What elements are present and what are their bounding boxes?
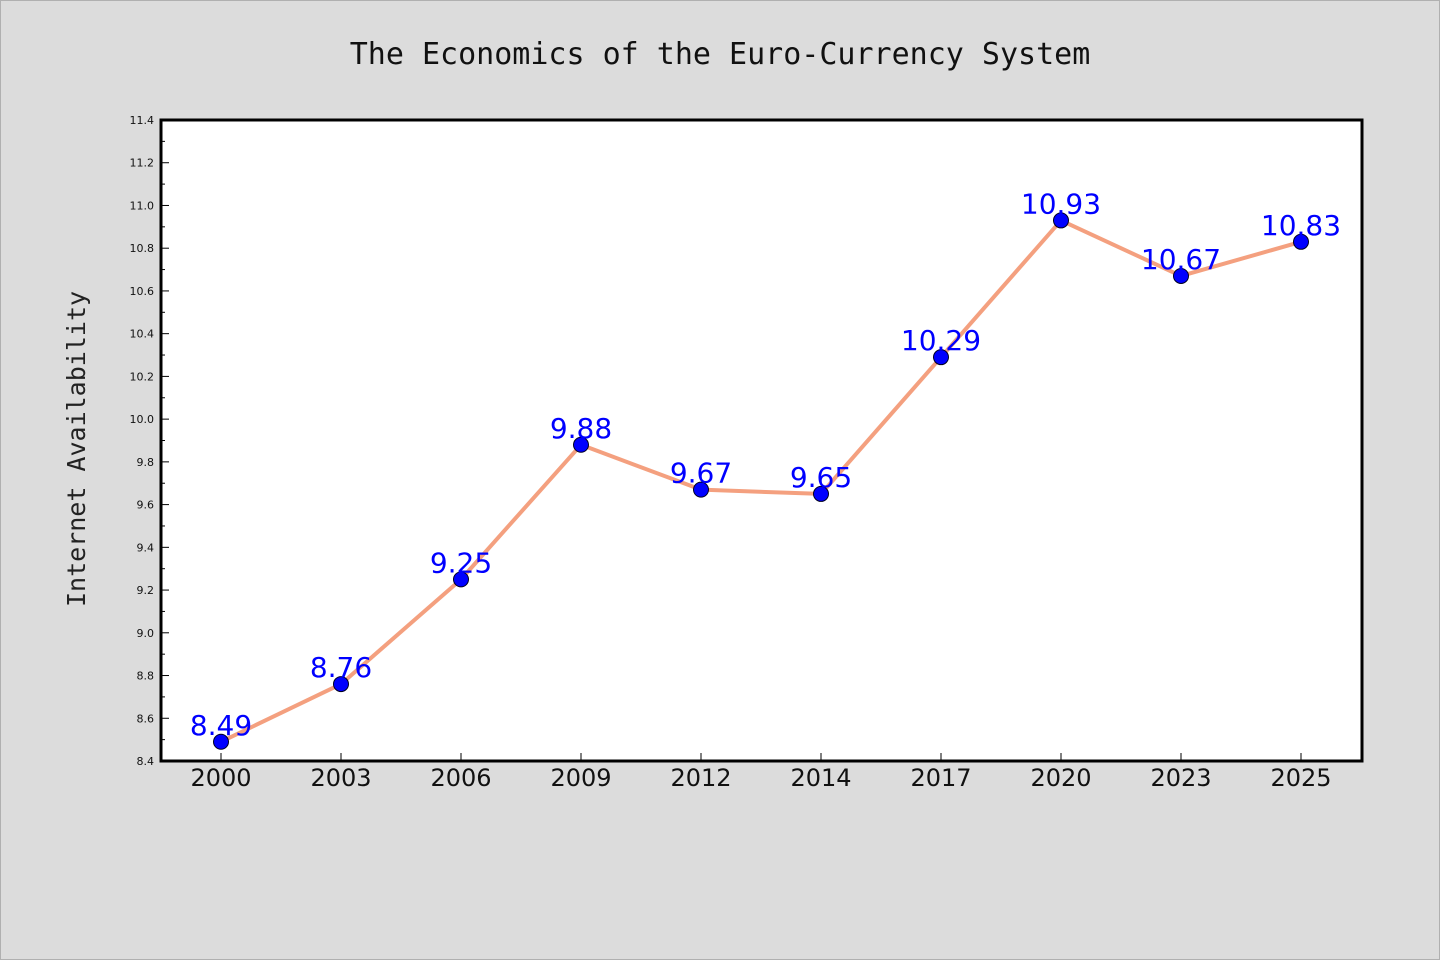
y-tick-label: 9.6 — [137, 499, 155, 512]
data-label: 9.25 — [430, 546, 492, 579]
y-tick-label: 8.6 — [137, 712, 155, 725]
x-tick-label: 2017 — [910, 764, 971, 792]
data-point — [1053, 212, 1069, 229]
data-label: 8.49 — [190, 709, 252, 742]
data-label: 8.76 — [310, 651, 372, 684]
data-point — [933, 349, 949, 366]
y-tick-label: 8.4 — [137, 755, 155, 768]
y-axis: 8.4 8.6 8.8 9.0 9.2 9.4 9.6 9.8 10.0 10.2 10.4 10.6… — [130, 114, 169, 768]
series-line — [219, 218, 1303, 744]
y-tick-label: 8.8 — [137, 670, 155, 683]
x-tick-label: 2009 — [550, 764, 611, 792]
data-label: 9.88 — [550, 412, 612, 445]
y-tick-label: 11.2 — [130, 157, 155, 170]
data-point — [213, 733, 229, 750]
x-tick-label: 2012 — [670, 764, 731, 792]
y-tick-label: 10.0 — [130, 413, 155, 426]
x-tick-label: 2020 — [1030, 764, 1091, 792]
data-point — [1293, 233, 1309, 250]
y-tick-label: 9.0 — [137, 627, 155, 640]
y-tick-label: 10.4 — [130, 328, 155, 341]
data-label: 10.83 — [1261, 209, 1341, 242]
x-tick-label: 2025 — [1270, 764, 1331, 792]
data-label: 10.29 — [901, 324, 981, 357]
y-tick-label: 9.8 — [137, 456, 155, 469]
plot-area — [159, 118, 1364, 763]
y-tick-label: 10.8 — [130, 242, 155, 255]
data-label: 10.93 — [1021, 187, 1101, 220]
data-label: 10.67 — [1141, 243, 1221, 276]
data-point — [333, 676, 349, 693]
y-tick-label: 11.4 — [130, 114, 155, 127]
x-tick-label: 2014 — [790, 764, 851, 792]
x-tick-label: 2000 — [190, 764, 251, 792]
data-point — [693, 481, 709, 498]
data-point — [453, 571, 469, 588]
data-label: 9.65 — [790, 461, 852, 494]
y-tick-label: 9.2 — [137, 584, 155, 597]
y-tick-label: 10.2 — [130, 370, 155, 383]
data-point — [573, 436, 589, 453]
y-axis-label: Internet Availability — [62, 291, 91, 607]
y-tick-label: 9.4 — [137, 541, 155, 554]
data-point — [813, 485, 829, 502]
y-tick-label: 11.0 — [130, 199, 155, 212]
chart-title: The Economics of the Euro-Currency Syste… — [350, 37, 1091, 72]
x-tick-label: 2023 — [1150, 764, 1211, 792]
x-tick-label: 2003 — [310, 764, 371, 792]
x-tick-label: 2006 — [430, 764, 491, 792]
y-tick-label: 10.6 — [130, 285, 155, 298]
data-label: 9.67 — [670, 457, 732, 490]
data-point — [1173, 267, 1189, 284]
series-layer: 8.49 8.76 9.25 9.88 9.67 9.65 10.29 10.93 10.67 1… — [190, 187, 1341, 750]
x-axis: 2000 2003 2006 2009 2012 2014 2017 2020 2023 2025 — [190, 753, 1332, 792]
